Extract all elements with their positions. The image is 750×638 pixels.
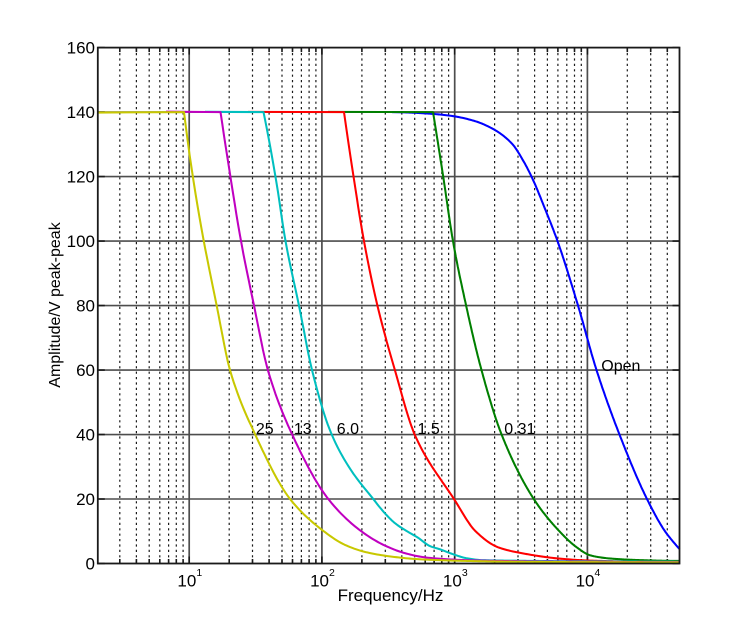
svg-text:0: 0	[86, 555, 95, 574]
svg-text:25: 25	[256, 421, 274, 438]
svg-text:Amplitude/V peak-peak: Amplitude/V peak-peak	[47, 221, 64, 387]
svg-text:Frequency/Hz: Frequency/Hz	[338, 586, 444, 605]
svg-text:6.0: 6.0	[337, 421, 359, 438]
svg-text:140: 140	[67, 103, 95, 122]
svg-text:160: 160	[67, 39, 95, 58]
svg-text:120: 120	[67, 168, 95, 187]
svg-text:104: 104	[576, 567, 601, 590]
svg-text:80: 80	[76, 297, 95, 316]
svg-text:13: 13	[294, 421, 312, 438]
svg-text:60: 60	[76, 361, 95, 380]
svg-text:1.5: 1.5	[418, 421, 440, 438]
svg-text:100: 100	[67, 232, 95, 251]
svg-text:Open: Open	[601, 358, 640, 375]
svg-text:20: 20	[76, 490, 95, 509]
svg-text:0.31: 0.31	[504, 421, 535, 438]
svg-text:103: 103	[443, 567, 468, 590]
svg-text:40: 40	[76, 426, 95, 445]
svg-text:102: 102	[310, 567, 335, 590]
svg-text:101: 101	[177, 567, 202, 590]
